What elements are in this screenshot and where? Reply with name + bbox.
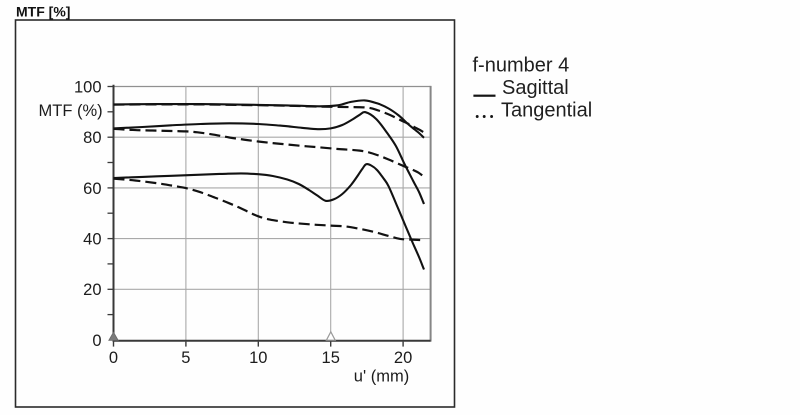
svg-text:40: 40	[83, 231, 101, 249]
svg-text:u' (mm): u' (mm)	[354, 368, 409, 386]
svg-text:5: 5	[181, 349, 190, 367]
svg-text:f-number 4: f-number 4	[473, 54, 570, 76]
svg-text:80: 80	[83, 129, 101, 147]
svg-text:20: 20	[83, 281, 101, 299]
svg-text:Sagittal: Sagittal	[502, 77, 569, 99]
svg-text:15: 15	[322, 349, 340, 367]
svg-text:100: 100	[74, 78, 102, 96]
svg-text:10: 10	[249, 349, 267, 367]
svg-text:60: 60	[83, 180, 101, 198]
svg-text:Tangential: Tangential	[501, 99, 592, 121]
svg-text:20: 20	[394, 349, 412, 367]
svg-text:0: 0	[109, 349, 118, 367]
svg-text:MTF (%): MTF (%)	[39, 102, 103, 120]
svg-text:0: 0	[92, 332, 101, 350]
svg-text:MTF [%]: MTF [%]	[16, 4, 70, 20]
